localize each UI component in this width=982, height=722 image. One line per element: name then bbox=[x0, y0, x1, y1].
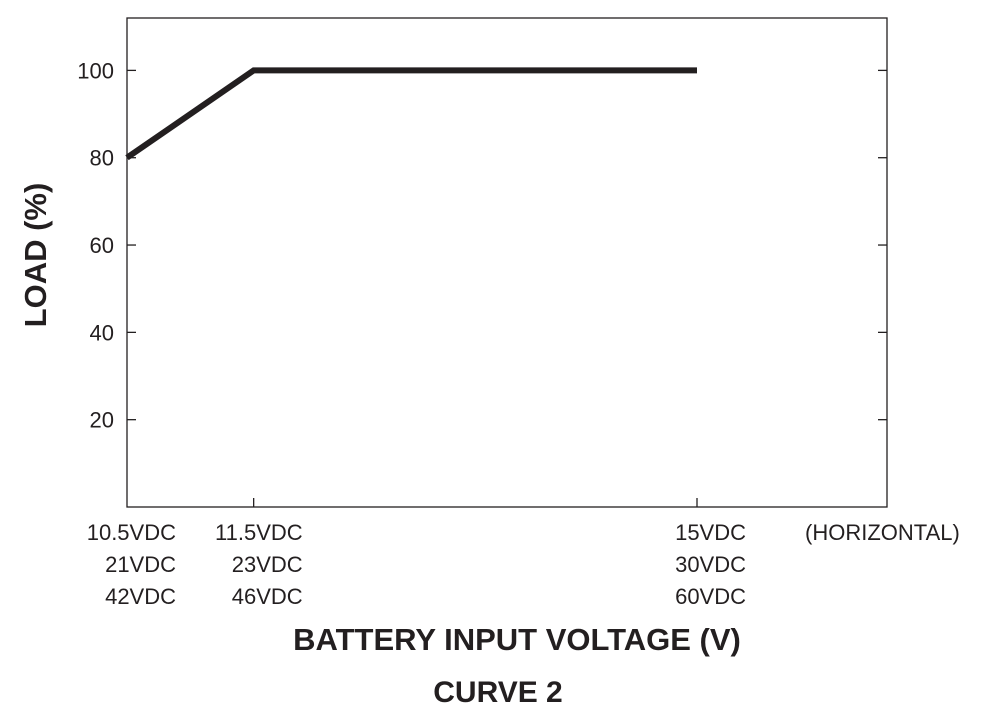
chart-caption: CURVE 2 bbox=[433, 676, 563, 709]
x-tick-label: 10.5VDC bbox=[87, 520, 176, 545]
x-tick-label: 21VDC bbox=[105, 552, 176, 577]
y-axis-ticks: 20 40 60 80 100 bbox=[77, 58, 887, 433]
x-tick-label: 15VDC bbox=[675, 520, 746, 545]
x-tick-label: 11.5VDC bbox=[215, 520, 303, 545]
x-axis-note: (HORIZONTAL) bbox=[805, 520, 960, 545]
y-tick-label-80: 80 bbox=[90, 146, 114, 171]
series-line bbox=[125, 67, 697, 161]
y-axis-title: LOAD (%) bbox=[18, 183, 53, 328]
x-tick-label: 23VDC bbox=[232, 552, 303, 577]
y-tick-label-40: 40 bbox=[90, 320, 114, 345]
x-tick-label: 60VDC bbox=[675, 584, 746, 609]
y-tick-label-20: 20 bbox=[90, 408, 114, 433]
y-tick-label-60: 60 bbox=[90, 233, 114, 258]
x-axis-title: BATTERY INPUT VOLTAGE (V) bbox=[293, 622, 741, 657]
x-tick-label: 42VDC bbox=[105, 584, 176, 609]
x-axis-ticks: 10.5VDC 21VDC 42VDC 11.5VDC 23VDC 46VDC 15VDC 3… bbox=[87, 498, 746, 609]
x-tick-label: 46VDC bbox=[232, 584, 303, 609]
plot-frame bbox=[126, 17, 888, 508]
x-tick-label: 30VDC bbox=[675, 552, 746, 577]
y-tick-label-100: 100 bbox=[77, 58, 114, 83]
